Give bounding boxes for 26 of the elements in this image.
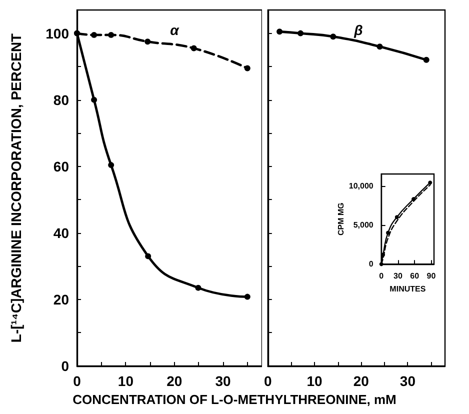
text: β: [353, 22, 364, 38]
y-tick-label: 100: [46, 25, 70, 42]
y-tick-label: 60: [53, 158, 70, 174]
y-axis-title: CPM MG: [336, 202, 346, 236]
x-tick-label: 60: [410, 272, 420, 281]
text: α: [170, 22, 180, 38]
x-tick-label: 30: [400, 373, 416, 389]
y-tick-label: 0: [61, 358, 70, 374]
x-tick-label: 10: [118, 373, 134, 389]
x-tick-label: 90: [426, 272, 436, 281]
x-tick-label: 0: [379, 272, 384, 281]
x-tick-label: 30: [215, 373, 232, 389]
x-tick-label: 10: [306, 373, 322, 389]
y-tick-label: 10,000: [348, 181, 374, 190]
x-axis-title: MINUTES: [390, 284, 426, 294]
x-tick-label: 0: [73, 373, 82, 389]
y-tick-label: 20: [53, 291, 70, 308]
y-axis-title: L-[¹⁴C]ARGININE INCORPORATION, PERCENT: [8, 32, 24, 343]
x-tick-label: 20: [166, 373, 182, 389]
y-tick-label: 0: [368, 260, 374, 269]
x-tick-label: 0: [264, 373, 272, 389]
y-tick-label: 40: [53, 224, 70, 241]
y-tick-label: 80: [53, 92, 70, 108]
y-tick-label: 5,000: [353, 220, 374, 230]
x-tick-label: 30: [394, 272, 403, 281]
x-axis-title: CONCENTRATION OF L-O-METHYLTHREONINE, mM: [72, 392, 398, 407]
